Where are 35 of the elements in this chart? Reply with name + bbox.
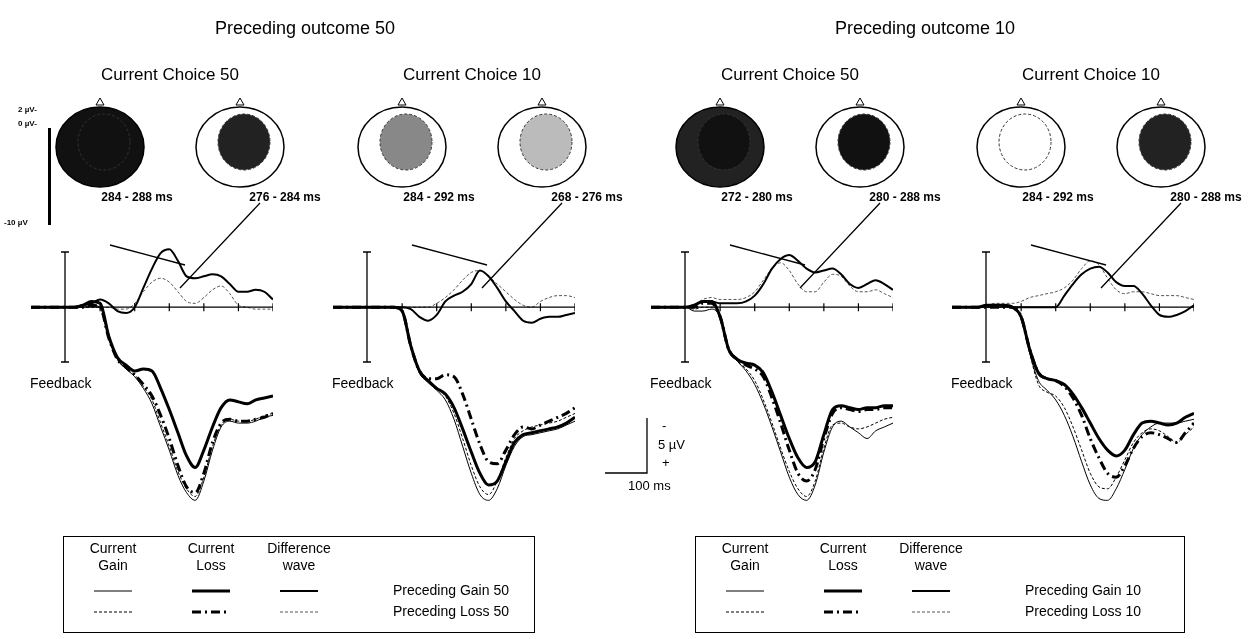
- text: Preceding Loss 50: [393, 603, 509, 619]
- annotation: Feedback: [650, 375, 712, 391]
- text: 284 - 292 ms: [1022, 190, 1094, 204]
- text: 284 - 288 ms: [101, 190, 173, 204]
- chart-title: Current Choice 50: [101, 65, 239, 85]
- text: 280 - 288 ms: [869, 190, 941, 204]
- text: 268 - 276 ms: [551, 190, 623, 204]
- text: Preceding Gain 10: [1025, 582, 1141, 598]
- text: 280 - 288 ms: [1170, 190, 1242, 204]
- text: Current Gain: [88, 540, 138, 574]
- chart-title: Current Choice 10: [403, 65, 541, 85]
- text: Current Loss: [818, 540, 868, 574]
- annotation: +: [662, 455, 670, 470]
- text: Preceding Gain 50: [393, 582, 509, 598]
- text: 0 µV-: [18, 119, 37, 128]
- annotation: Feedback: [30, 375, 92, 391]
- text: Preceding Loss 10: [1025, 603, 1141, 619]
- text: 2 µV-: [18, 105, 37, 114]
- text: Current Loss: [186, 540, 236, 574]
- text: -10 µV: [4, 218, 28, 227]
- annotation: Feedback: [951, 375, 1013, 391]
- annotation: 100 ms: [628, 478, 671, 493]
- text: 276 - 284 ms: [249, 190, 321, 204]
- chart-title: Current Choice 50: [721, 65, 859, 85]
- annotation: -: [662, 418, 667, 433]
- text: Current Gain: [720, 540, 770, 574]
- text: 272 - 280 ms: [721, 190, 793, 204]
- text: Difference wave: [898, 540, 964, 574]
- text: Difference wave: [266, 540, 332, 574]
- text: Preceding outcome 50: [214, 18, 396, 39]
- annotation: Feedback: [332, 375, 394, 391]
- text: 284 - 292 ms: [403, 190, 475, 204]
- text: Preceding outcome 10: [834, 18, 1016, 39]
- chart-title: Current Choice 10: [1022, 65, 1160, 85]
- annotation: 5 µV: [658, 437, 686, 452]
